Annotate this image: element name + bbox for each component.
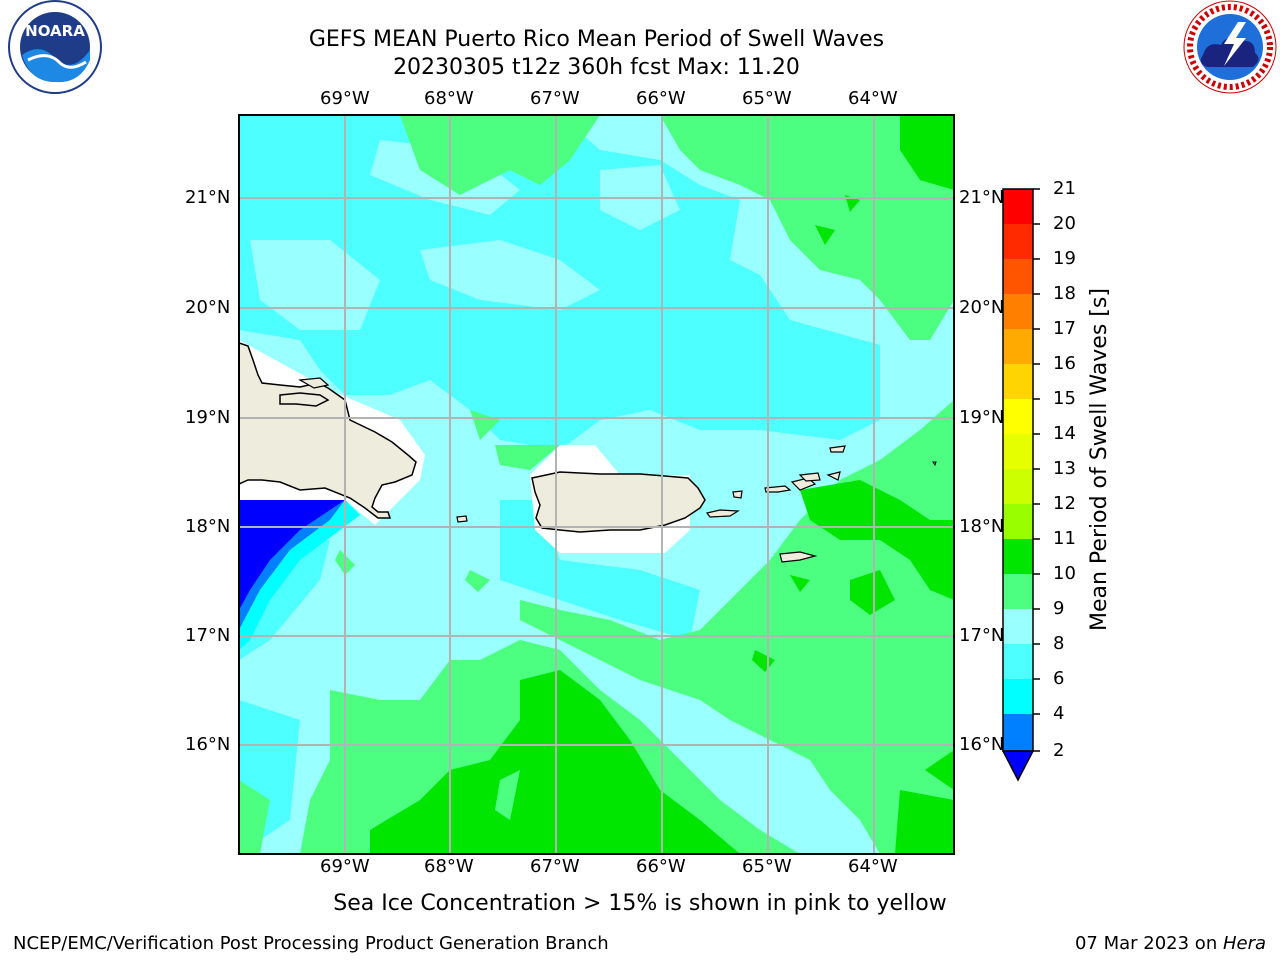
colorbar-swatch [1003,294,1033,329]
lat-label-right: 20°N [959,297,1005,318]
colorbar-swatch [1003,679,1033,714]
lat-label-right: 17°N [959,625,1005,646]
swell-contour-pocket [495,770,520,820]
lat-label-left: 18°N [185,516,231,537]
colorbar-tick-label: 11 [1053,528,1076,549]
colorbar-tick-label: 15 [1053,388,1076,409]
lon-label-bottom: 66°W [636,856,686,877]
footer-date-text: 07 Mar 2023 on [1074,933,1223,954]
footer-machine-name: Hera [1222,933,1266,954]
virgin-gorda-island [826,471,841,481]
colorbar-tick-label: 9 [1053,598,1065,619]
colorbar-tick-label: 16 [1053,353,1076,374]
colorbar-tick-label: 8 [1053,633,1065,654]
colorbar-swatch [1003,644,1033,679]
colorbar-swatch [1003,714,1033,751]
colorbar-tick-label: 6 [1053,668,1065,689]
noaa-logo-text: NOARA [25,22,85,40]
colorbar-tick-label: 18 [1053,283,1076,304]
sea-ice-note: Sea Ice Concentration > 15% is shown in … [333,891,947,916]
tortuga-island [279,392,330,407]
lon-label-bottom: 68°W [424,856,474,877]
lat-label-right: 16°N [959,734,1005,755]
lon-label-top: 65°W [742,88,792,109]
colorbar-tick-label: 20 [1053,213,1076,234]
map-subtitle-run-info: 20230305 t12z 360h fcst Max: 11.20 [393,55,800,80]
colorbar-tick-label: 13 [1053,458,1076,479]
colorbar-swatch [1003,259,1033,294]
st-thomas-island [764,485,792,493]
lat-label-right: 21°N [959,187,1005,208]
colorbar-swatch [1003,574,1033,609]
sombrero-island [932,461,937,467]
st-croix-island [779,551,818,563]
colorbar-tick-label: 2 [1053,740,1065,761]
mona-island [456,515,468,523]
colorbar-tick-label: 19 [1053,248,1076,269]
vieques-island [705,509,740,518]
lat-label-left: 16°N [185,734,231,755]
lat-label-left: 20°N [185,297,231,318]
colorbar-tick-label: 21 [1053,178,1076,199]
map-frame [238,114,955,855]
colorbar-swatch [1003,469,1033,504]
hispaniola-landmass [239,342,417,519]
colorbar-label: Mean Period of Swell Waves [s] [1087,288,1112,631]
lat-label-right: 19°N [959,407,1005,428]
colorbar-tick-label: 10 [1053,563,1076,584]
lon-label-top: 67°W [530,88,580,109]
colorbar-tick-label: 4 [1053,703,1065,724]
lon-label-top: 68°W [424,88,474,109]
lon-label-bottom: 64°W [848,856,898,877]
footer-date: 07 Mar 2023 on Hera [1075,933,1266,955]
colorbar-tick-marks [1033,188,1040,752]
lat-label-left: 17°N [185,625,231,646]
colorbar-tick-label: 14 [1053,423,1076,444]
lon-label-top: 66°W [636,88,686,109]
map-title: GEFS MEAN Puerto Rico Mean Period of Swe… [308,27,885,52]
map-gridlines [239,115,954,854]
culebra-island [732,490,743,499]
lat-label-left: 19°N [185,407,231,428]
colorbar-swatch [1003,364,1033,399]
footer-credit: NCEP/EMC/Verification Post Processing Pr… [13,933,609,954]
lon-label-bottom: 69°W [320,856,370,877]
colorbar-extend-arrow [1001,750,1035,782]
small-island-north [298,377,330,389]
nws-logo [1183,0,1277,94]
colorbar-swatch [1003,224,1033,259]
lon-label-bottom: 65°W [742,856,792,877]
lon-label-top: 64°W [848,88,898,109]
lat-label-left: 21°N [185,187,231,208]
colorbar-swatch [1003,434,1033,469]
noaa-logo: NOARA [8,0,102,94]
colorbar-swatch [1003,329,1033,364]
lon-label-top: 69°W [320,88,370,109]
colorbar-swatch [1003,539,1033,574]
colorbar [1001,188,1040,782]
colorbar-swatch [1003,189,1033,224]
anegada-island [829,445,846,453]
colorbar-tick-label: 17 [1053,318,1076,339]
colorbar-swatch [1003,399,1033,434]
colorbar-tick-label: 12 [1053,493,1076,514]
lat-label-right: 18°N [959,516,1005,537]
colorbar-swatch [1003,609,1033,644]
map-plot-area [239,115,954,854]
lon-label-bottom: 67°W [530,856,580,877]
colorbar-frame [1002,188,1034,752]
colorbar-swatch [1003,504,1033,539]
tortola-island [798,472,821,482]
